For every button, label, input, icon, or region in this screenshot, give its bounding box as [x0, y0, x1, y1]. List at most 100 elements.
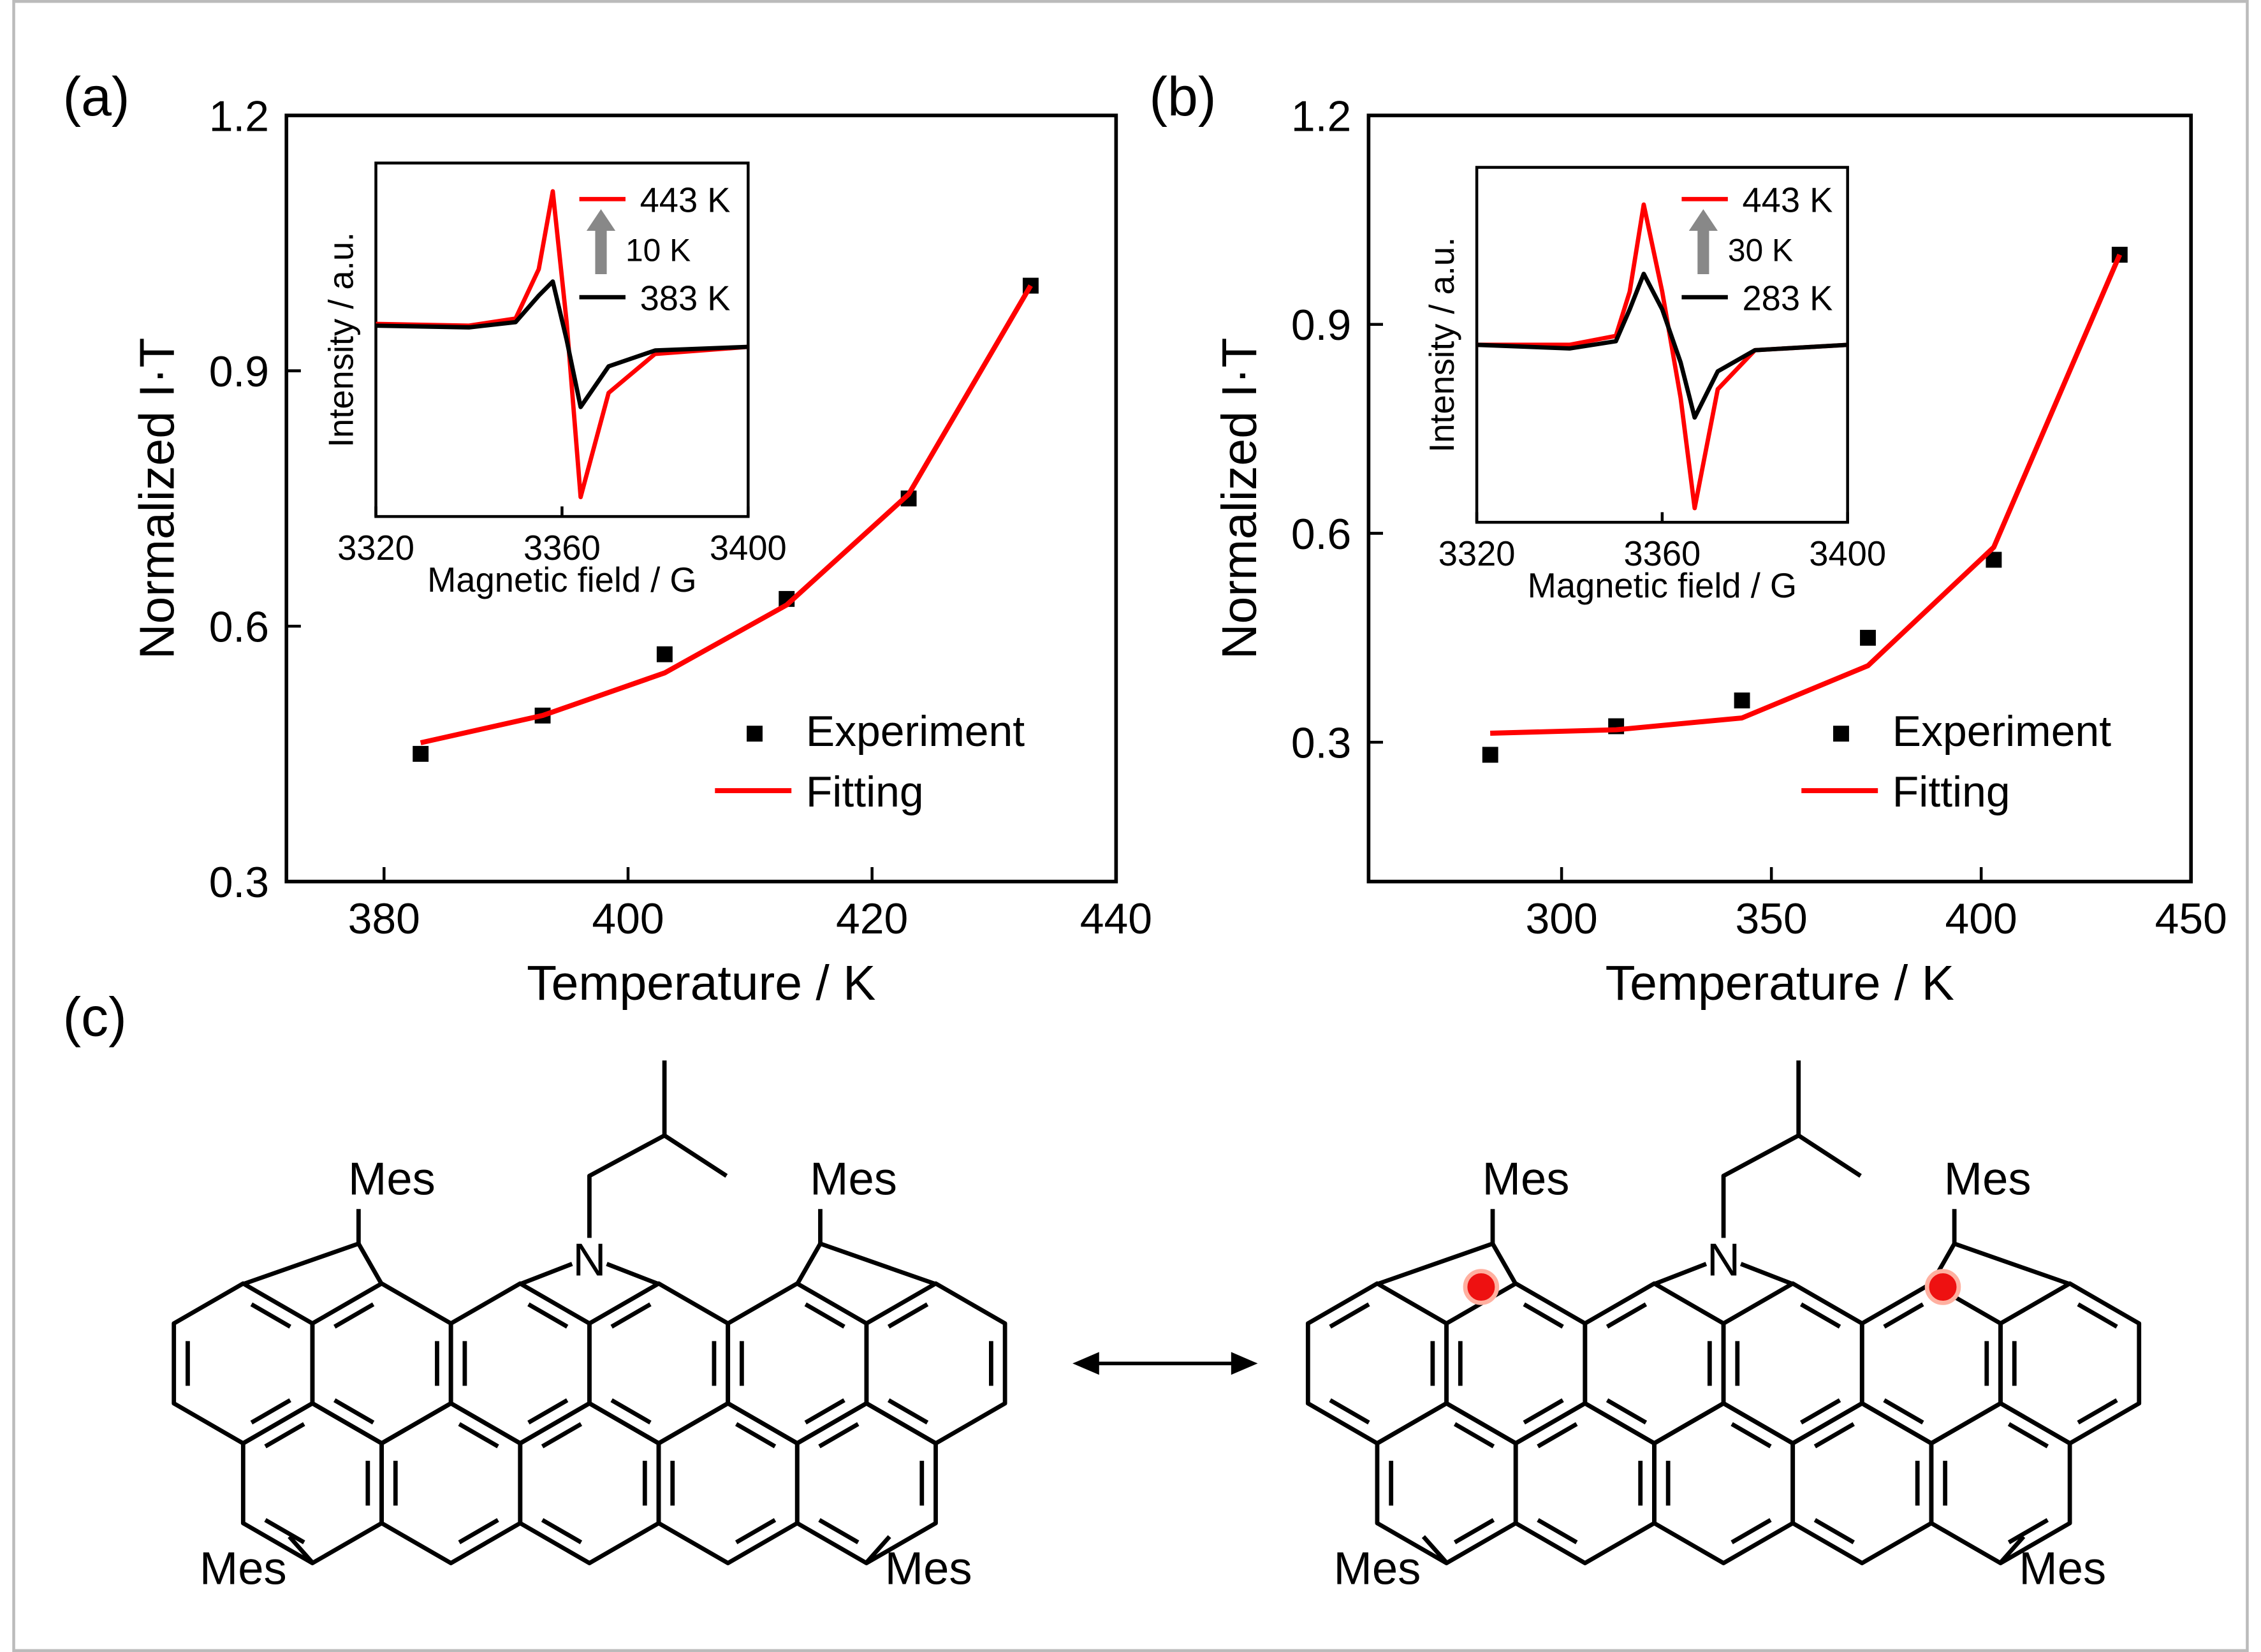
legend-label: Experiment [1892, 708, 2111, 756]
x-tick-label: 440 [1080, 895, 1152, 943]
double-bond [1883, 1398, 1924, 1425]
double-bond [1523, 1398, 1564, 1425]
x-tick-label: 400 [1945, 895, 2017, 943]
double-bond [1453, 1517, 1495, 1544]
double-bond [804, 1398, 845, 1425]
x-tick-label: 300 [1525, 895, 1597, 943]
substituent: Mes [1944, 1153, 2031, 1205]
y-axis-label: Normalized I·T [130, 338, 185, 659]
double-bond [264, 1422, 305, 1449]
ring [794, 1401, 938, 1566]
panel-label: (a) [62, 66, 129, 128]
y-tick-label: 0.9 [1291, 302, 1351, 349]
bond [1739, 1262, 1794, 1287]
bond [663, 1134, 728, 1178]
double-bond [527, 1398, 569, 1425]
legend-marker [1833, 726, 1849, 742]
substituent: Mes [348, 1153, 435, 1205]
y-tick-label: 1.2 [1291, 92, 1351, 140]
data-point [656, 646, 673, 662]
x-tick-label: 3360 [523, 529, 601, 567]
bond [865, 1535, 891, 1564]
double-bond [735, 1422, 777, 1449]
legend-marker [747, 726, 763, 742]
data-line [1476, 272, 1848, 420]
data-point [1860, 629, 1876, 646]
double-bond [1329, 1398, 1370, 1425]
heteroatom: N [1707, 1234, 1740, 1285]
double-bond [458, 1517, 499, 1544]
heteroatom: N [573, 1234, 606, 1285]
data-line [1490, 253, 2123, 736]
panel-label: (c) [62, 987, 126, 1048]
legend-label: Experiment [806, 708, 1025, 756]
y-tick-label: 0.6 [1291, 511, 1351, 559]
bond [1721, 1060, 1801, 1238]
y-tick-label: 1.2 [209, 92, 269, 140]
y-tick-label: 0.9 [209, 348, 269, 396]
double-bond [887, 1398, 929, 1425]
substituent: Mes [810, 1153, 897, 1205]
double-bond [1883, 1302, 1924, 1329]
x-tick-label: 3320 [337, 529, 414, 567]
double-bond [250, 1302, 291, 1329]
bond [288, 1535, 314, 1564]
double-bond [818, 1422, 860, 1449]
arrow-head [1231, 1352, 1258, 1375]
inset-legend-label: 283 K [1742, 279, 1833, 318]
double-bond [458, 1422, 499, 1449]
double-bond [333, 1302, 375, 1329]
y-tick-label: 0.6 [209, 604, 269, 652]
data-line [420, 284, 1033, 745]
y-axis-label: Intensity / a.u. [321, 232, 360, 448]
double-bond [250, 1398, 291, 1425]
arrow-head [1072, 1352, 1099, 1375]
x-tick-label: 420 [836, 895, 908, 943]
double-bond [1453, 1422, 1495, 1449]
double-bond [264, 1517, 305, 1544]
double-bond [1523, 1302, 1564, 1329]
substituent: Mes [2019, 1543, 2106, 1595]
x-tick-label: 350 [1736, 895, 1808, 943]
legend-label: Fitting [806, 768, 924, 816]
double-bond [1537, 1517, 1578, 1544]
double-bond [1813, 1517, 1855, 1544]
molecule [172, 1060, 1007, 1566]
double-bond [1800, 1398, 1841, 1425]
bond [1998, 1535, 2026, 1564]
double-bond [2077, 1302, 2118, 1329]
data-line [376, 189, 749, 499]
double-bond [735, 1517, 777, 1544]
bond [587, 1060, 667, 1238]
inset-legend-label: 443 K [640, 181, 731, 220]
panel-label: (b) [1149, 66, 1216, 128]
x-axis-label: Temperature / K [1606, 956, 1954, 1011]
data-point [1482, 747, 1498, 763]
double-bond [818, 1517, 860, 1544]
x-tick-label: 3360 [1623, 534, 1701, 573]
double-bond [610, 1302, 652, 1329]
molecule [1305, 1060, 2142, 1566]
double-bond [333, 1398, 375, 1425]
resonance-arrow [1072, 1352, 1258, 1375]
double-bond [2007, 1517, 2049, 1544]
substituent: Mes [1334, 1543, 1421, 1595]
bond [1653, 1262, 1708, 1287]
data-point [1734, 692, 1750, 709]
x-axis-label: Magnetic field / G [1528, 566, 1797, 605]
x-tick-label: 3400 [1809, 534, 1886, 573]
double-bond [1800, 1302, 1841, 1329]
y-axis-label: Intensity / a.u. [1423, 237, 1461, 453]
radical-dot [1924, 1269, 1961, 1305]
double-bond [1606, 1398, 1648, 1425]
inset-arrow [1688, 209, 1718, 274]
radical-dot [1463, 1269, 1500, 1305]
x-tick-label: 400 [592, 895, 664, 943]
double-bond [527, 1302, 569, 1329]
substituent: Mes [885, 1543, 972, 1595]
inset-arrow [586, 209, 616, 274]
x-tick-label: 450 [2155, 895, 2227, 943]
double-bond [541, 1517, 583, 1544]
data-point [413, 745, 429, 762]
